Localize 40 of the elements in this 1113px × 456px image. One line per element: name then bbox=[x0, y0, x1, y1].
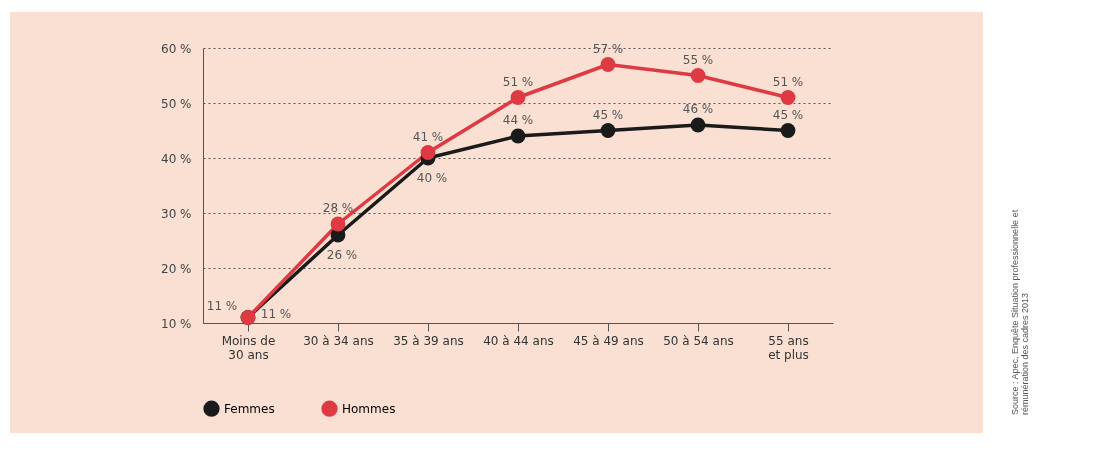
x-tick-label: 30 à 34 ans bbox=[303, 333, 374, 348]
x-tick-label: Moins de 30 ans bbox=[221, 333, 276, 362]
data-label: 11 % bbox=[260, 306, 292, 321]
point bbox=[510, 128, 526, 144]
y-tick-label: 30 % bbox=[161, 206, 192, 221]
data-label: 44 % bbox=[502, 113, 534, 127]
y-tick-label: 40 % bbox=[161, 151, 192, 166]
source-note: Source : Apec, Enquête Situation professionnelle et rémunération des cadres 2013 bbox=[1010, 208, 1030, 415]
data-label: 28 % bbox=[322, 201, 354, 215]
data-label: 11 % bbox=[206, 298, 238, 313]
point bbox=[780, 90, 796, 105]
point bbox=[510, 90, 526, 105]
data-label: 55 % bbox=[682, 52, 714, 67]
x-tick-label: 55 ans et plus bbox=[768, 333, 809, 362]
data-label: 41 % bbox=[412, 129, 444, 144]
legend-label: Hommes bbox=[342, 401, 396, 416]
y-tick-label: 50 % bbox=[161, 96, 192, 111]
y-tick-label: 10 % bbox=[161, 316, 192, 331]
y-tick-label: 20 % bbox=[161, 261, 192, 276]
y-tick-label: 60 % bbox=[161, 41, 192, 56]
point bbox=[600, 57, 616, 72]
x-tick-label: 45 à 49 ans bbox=[573, 333, 644, 348]
point bbox=[330, 216, 346, 232]
point bbox=[420, 145, 436, 160]
x-tick-label: 35 à 39 ans bbox=[393, 333, 464, 348]
point bbox=[690, 68, 706, 83]
data-label: 46 % bbox=[682, 102, 714, 116]
data-label: 45 % bbox=[592, 107, 624, 122]
data-label: 51 % bbox=[502, 74, 534, 89]
x-tick-label: 50 à 54 ans bbox=[663, 333, 734, 348]
legend-label: Femmes bbox=[224, 401, 275, 416]
data-label: 45 % bbox=[772, 107, 804, 122]
x-tick-label: 40 à 44 ans bbox=[483, 333, 554, 348]
data-label: 26 % bbox=[326, 248, 358, 262]
point bbox=[690, 117, 706, 133]
point bbox=[600, 123, 616, 138]
data-label: 57 % bbox=[592, 41, 624, 56]
data-label: 51 % bbox=[772, 74, 804, 89]
data-label: 40 % bbox=[416, 171, 448, 185]
point bbox=[780, 123, 796, 138]
